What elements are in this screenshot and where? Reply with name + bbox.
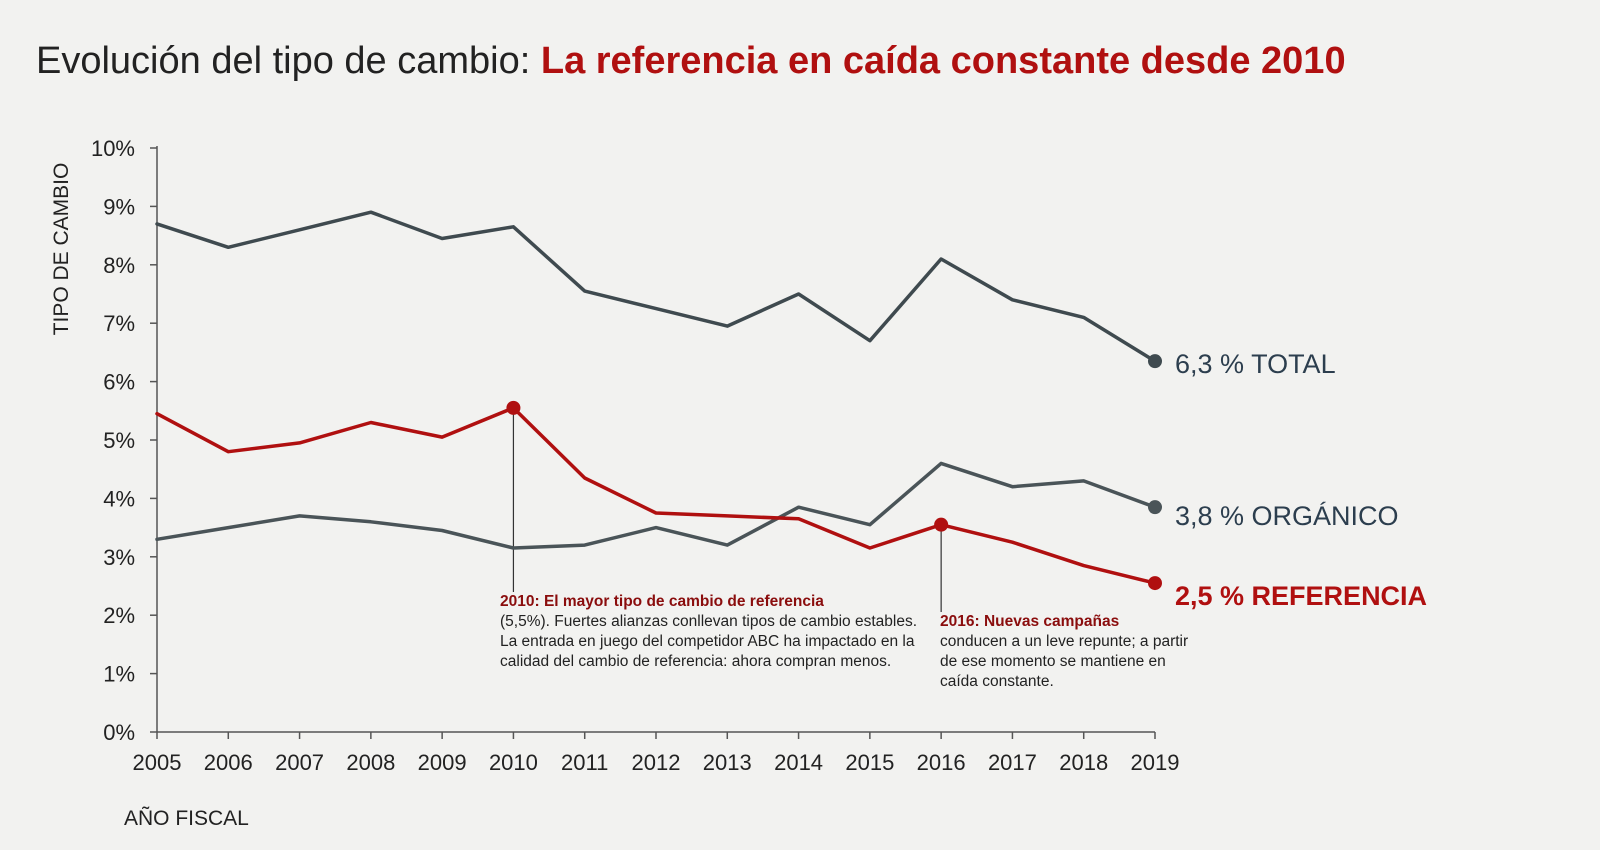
x-tick-label: 2016 (917, 750, 966, 775)
x-tick-label: 2005 (133, 750, 182, 775)
chart-title: Evolución del tipo de cambio: La referen… (36, 40, 1346, 83)
annotation-2016: 2016: Nuevas campañas conducen a un leve… (940, 612, 1205, 692)
y-tick-label: 5% (103, 428, 135, 453)
x-tick-label: 2017 (988, 750, 1037, 775)
series-line-total (155, 210, 1157, 363)
x-tick-label: 2015 (845, 750, 894, 775)
series-label-value: 6,3 % (1175, 349, 1251, 379)
series-label-organic: 3,8 % ORGÁNICO (1175, 501, 1399, 531)
y-tick-label: 1% (103, 662, 135, 687)
x-tick-label: 2010 (489, 750, 538, 775)
x-tick-label: 2006 (204, 750, 253, 775)
annotation-2010-body: (5,5%). Fuertes alianzas conllevan tipos… (500, 613, 917, 670)
y-tick-label: 7% (103, 311, 135, 336)
x-tick-label: 2014 (774, 750, 823, 775)
y-tick-label: 2% (103, 603, 135, 628)
x-tick-label: 2012 (632, 750, 681, 775)
x-tick-label: 2013 (703, 750, 752, 775)
annotation-2016-body: conducen a un leve repunte; a partir de … (940, 633, 1189, 690)
series-label-name: REFERENCIA (1252, 581, 1428, 611)
x-tick-label: 2011 (561, 750, 608, 775)
highlight-point-2010 (506, 400, 521, 415)
x-axis-title: AÑO FISCAL (124, 806, 249, 830)
series-label-total: 6,3 % TOTAL (1175, 349, 1336, 379)
series-end-point-organic (1148, 500, 1162, 515)
y-tick-label: 0% (103, 720, 135, 745)
highlight-point-2016 (934, 517, 949, 532)
x-tick-label: 2007 (275, 750, 324, 775)
series-label-value: 3,8 % (1175, 501, 1252, 531)
y-axis-title: TIPO DE CAMBIO (50, 163, 73, 336)
x-tick-label: 2018 (1059, 750, 1108, 775)
series-label-name: ORGÁNICO (1252, 501, 1399, 531)
y-tick-label: 6% (103, 370, 135, 395)
series-line-organic (155, 461, 1157, 550)
annotation-2010-lead: 2010: El mayor tipo de cambio de referen… (500, 593, 824, 610)
x-tick-label: 2009 (418, 750, 467, 775)
title-prefix: Evolución del tipo de cambio: (36, 40, 531, 82)
y-tick-label: 3% (103, 545, 135, 570)
series-end-point-referral (1148, 576, 1162, 591)
y-tick-label: 10% (91, 136, 135, 161)
series-label-value: 2,5 % (1175, 581, 1252, 611)
y-tick-label: 8% (103, 253, 135, 278)
annotation-2010: 2010: El mayor tipo de cambio de referen… (500, 592, 920, 672)
annotation-2016-lead: 2016: Nuevas campañas (940, 613, 1120, 630)
series-label-referral: 2,5 % REFERENCIA (1175, 581, 1427, 611)
series-line-referral (155, 406, 1157, 585)
x-tick-label: 2008 (346, 750, 395, 775)
series-end-point-total (1148, 354, 1162, 369)
series-label-name: TOTAL (1251, 349, 1336, 379)
y-tick-label: 9% (103, 194, 135, 219)
y-tick-label: 4% (103, 486, 135, 511)
title-highlight: La referencia en caída constante desde 2… (540, 40, 1346, 82)
x-tick-label: 2019 (1131, 750, 1180, 775)
